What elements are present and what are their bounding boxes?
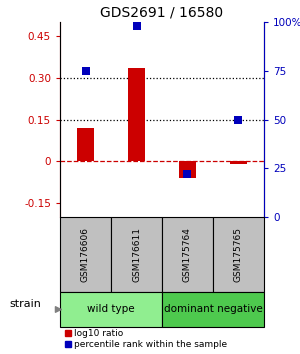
Bar: [111, 217, 162, 292]
Bar: [230, 161, 247, 164]
Text: dominant negative: dominant negative: [164, 304, 262, 314]
Text: wild type: wild type: [87, 304, 135, 314]
Bar: [76, 128, 94, 161]
Bar: [213, 217, 264, 292]
Bar: [60, 217, 111, 292]
Text: GSM176606: GSM176606: [81, 227, 90, 282]
Bar: [128, 68, 146, 161]
Bar: [162, 217, 213, 292]
Bar: [60, 292, 162, 327]
Text: GSM175765: GSM175765: [234, 227, 243, 282]
Bar: [162, 292, 264, 327]
Bar: [178, 161, 196, 178]
Legend: log10 ratio, percentile rank within the sample: log10 ratio, percentile rank within the …: [64, 329, 228, 349]
Text: GSM176611: GSM176611: [132, 227, 141, 282]
Text: GSM175764: GSM175764: [183, 227, 192, 282]
Title: GDS2691 / 16580: GDS2691 / 16580: [100, 5, 224, 19]
Text: strain: strain: [9, 299, 41, 309]
